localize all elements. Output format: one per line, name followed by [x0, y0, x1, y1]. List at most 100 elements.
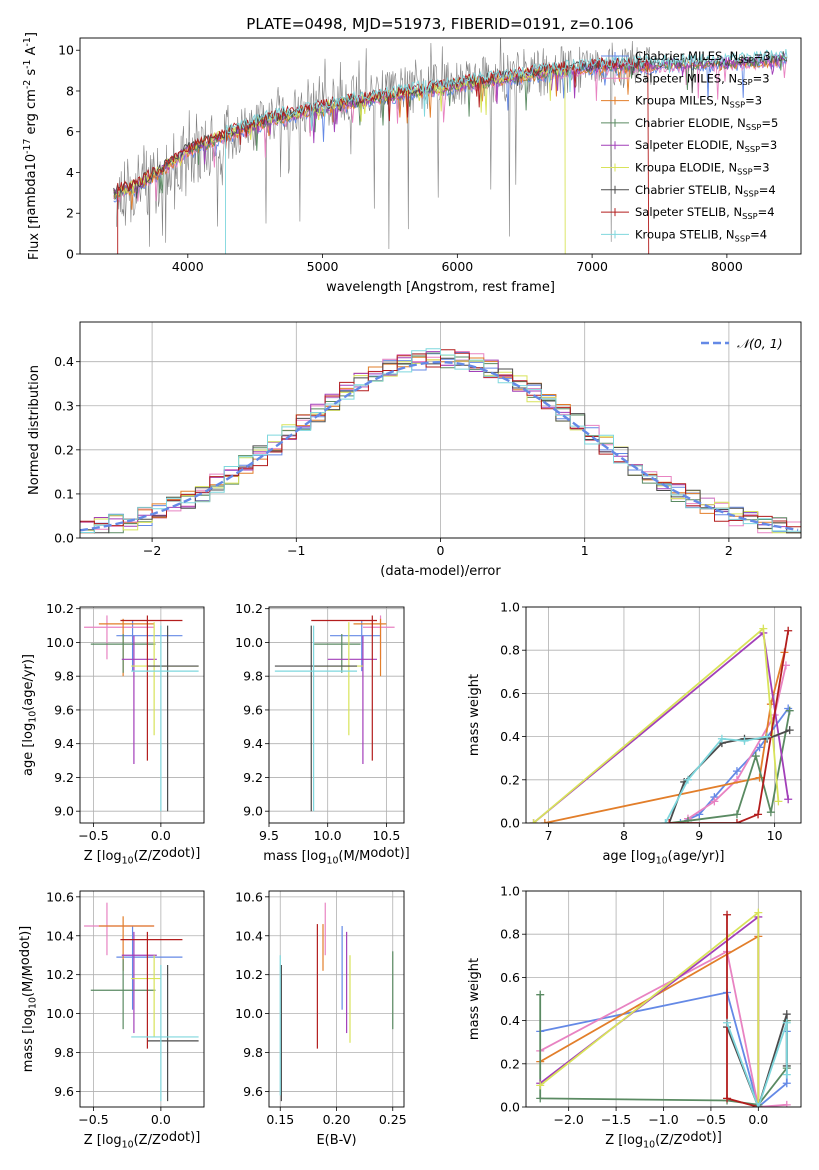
- legend-label: Chabrier ELODIE, NSSP=5: [635, 116, 778, 132]
- plot-area-ebv_mass: [279, 902, 394, 1102]
- weight-line-5: [532, 626, 780, 823]
- weight-marker: [782, 1070, 791, 1079]
- x-tick-label: 8: [620, 828, 628, 843]
- legend-label: Chabrier STELIB, NSSP=4: [635, 183, 776, 199]
- plot-area-residuals: [80, 348, 801, 534]
- x-tick-label: 7: [545, 828, 553, 843]
- y-tick-label: 1.0: [500, 884, 520, 899]
- x-axis-label: Z [log10(Z/Zodot)]: [605, 1130, 722, 1151]
- x-tick-label: 10.5: [372, 828, 400, 843]
- axes-frame: [79, 606, 205, 824]
- weight-line-1: [539, 950, 787, 1107]
- y-tick-label: 10.0: [46, 1006, 74, 1021]
- plot-area-spectrum: [113, 38, 788, 254]
- x-axis-label: (data-model)/error: [380, 564, 501, 579]
- y-tick-label: 10.4: [46, 928, 74, 943]
- weight-marker: [754, 908, 763, 917]
- y-tick-label: 10.2: [46, 967, 74, 982]
- weight-marker: [683, 816, 692, 823]
- y-tick-label: 0.8: [500, 927, 520, 942]
- x-tick-label: 10: [767, 828, 783, 843]
- y-tick-label: 0.2: [500, 1056, 520, 1071]
- weight-marker: [661, 819, 670, 823]
- y-axis-label: mass weight: [467, 958, 482, 1040]
- x-tick-label: 7000: [576, 259, 608, 274]
- x-tick-label: −1.5: [601, 1112, 631, 1127]
- y-tick-label: 9.6: [54, 702, 74, 717]
- histogram-7: [80, 349, 801, 528]
- axes-age_weight: 7 8 9 10 0.0 0.2 0.4 0.6 0.8 1.0 age [log10(age/yr…: [467, 600, 802, 866]
- axes-frame: [525, 890, 802, 1108]
- x-axis-label: age [log10(age/yr)]: [602, 849, 724, 866]
- axes-mass_age: 9.5 10.0 10.5 9.0 9.2 9.4 9.6 9.8 10.0 10.2 mass […: [235, 601, 410, 866]
- y-tick-label: 0.0: [500, 1100, 520, 1115]
- weight-marker: [774, 797, 783, 806]
- figure-title: PLATE=0498, MJD=51973, FIBERID=0191, z=0…: [246, 15, 633, 33]
- y-tick-label: 10.0: [235, 635, 263, 650]
- weight-line-4: [539, 915, 760, 1107]
- y-tick-label: 9.4: [243, 736, 263, 751]
- axes-residuals: −2 −1 0 1 2 0.0 0.1 0.2 0.3 0.4 (data-model)/error…: [27, 321, 802, 579]
- x-tick-label: 9: [695, 828, 703, 843]
- y-tick-label: 0.4: [54, 354, 74, 369]
- model-spectrum-7: [117, 56, 650, 254]
- x-axis-label: Z [log10(Z/Zodot)]: [84, 846, 201, 867]
- y-tick-label: 0.2: [54, 442, 74, 457]
- x-tick-label: −2.0: [553, 1112, 583, 1127]
- weight-line-2: [544, 652, 786, 823]
- axes-z_mass: −0.5 0.0 9.6 9.8 10.0 10.2 10.4 10.6 Z [log10(Z/…: [18, 889, 205, 1151]
- plot-area-z_weight: [536, 908, 791, 1107]
- x-axis-label: wavelength [Angstrom, rest frame]: [326, 280, 555, 295]
- y-tick-label: 4: [66, 165, 74, 180]
- x-tick-label: 0.25: [379, 1112, 407, 1127]
- axes-frame: [79, 321, 802, 539]
- y-tick-label: 10.2: [235, 967, 263, 982]
- x-tick-label: 10.0: [314, 828, 342, 843]
- y-tick-label: 10.6: [46, 889, 74, 904]
- y-tick-label: 10: [58, 43, 74, 58]
- weight-marker: [763, 732, 772, 741]
- weight-marker: [676, 819, 685, 823]
- y-axis-label: age [log10(age/yr)]: [21, 654, 38, 776]
- y-tick-label: 8: [66, 83, 74, 98]
- legend-residuals: 𝒩(0, 1): [701, 336, 783, 351]
- weight-marker: [732, 819, 741, 823]
- x-tick-label: 0.20: [323, 1112, 351, 1127]
- legend-label: Salpeter ELODIE, NSSP=3: [635, 138, 777, 154]
- weight-marker: [665, 819, 674, 823]
- weight-marker: [723, 1094, 732, 1103]
- weight-marker: [751, 752, 760, 761]
- y-tick-label: 9.8: [54, 1045, 74, 1060]
- weight-marker: [754, 1103, 763, 1107]
- plot-area-mass_age: [274, 615, 395, 812]
- weight-marker: [536, 990, 545, 999]
- y-tick-label: 0.0: [500, 816, 520, 831]
- weight-marker: [782, 1079, 791, 1088]
- y-tick-label: 10.2: [235, 601, 263, 616]
- weight-line-8: [726, 1022, 788, 1107]
- legend-label: Chabrier MILES, NSSP=3: [635, 49, 771, 65]
- legend-label: 𝒩(0, 1): [737, 336, 783, 351]
- y-tick-label: 9.0: [54, 804, 74, 819]
- weight-marker: [536, 1094, 545, 1103]
- y-tick-label: 1.0: [500, 600, 520, 615]
- x-tick-label: 5000: [307, 259, 339, 274]
- weight-marker: [766, 808, 775, 817]
- weight-marker: [755, 743, 764, 752]
- x-tick-label: 0.0: [151, 1112, 171, 1127]
- axes-z_age: −0.5 0.0 9.0 9.2 9.4 9.6 9.8 10.0 10.2 Z [log10(Z…: [21, 601, 205, 867]
- weight-marker: [529, 819, 538, 823]
- y-tick-label: 0.8: [500, 643, 520, 658]
- y-tick-label: 0.3: [54, 398, 74, 413]
- y-tick-label: 0.6: [500, 686, 520, 701]
- legend-label: Kroupa ELODIE, NSSP=3: [635, 161, 770, 177]
- x-axis-label: Z [log10(Z/Zodot)]: [84, 1130, 201, 1151]
- y-axis-label: mass [log10(M/Modot)]: [18, 926, 39, 1072]
- x-tick-label: 4000: [172, 259, 204, 274]
- x-tick-label: 0: [437, 543, 445, 558]
- y-tick-label: 9.8: [54, 669, 74, 684]
- x-tick-label: −0.5: [78, 1112, 108, 1127]
- weight-marker: [740, 736, 749, 745]
- weight-marker: [723, 910, 732, 919]
- plot-area-age_weight: [529, 624, 794, 823]
